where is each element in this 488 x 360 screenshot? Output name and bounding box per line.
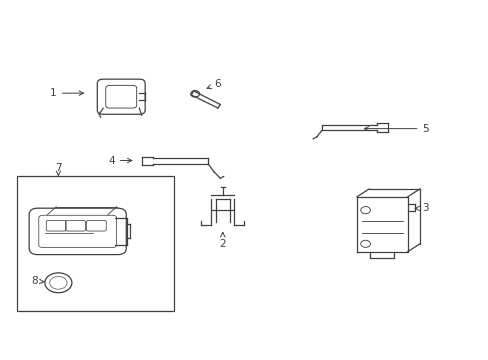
Bar [17,176,174,311]
Text: 6: 6 [206,79,221,89]
Text: 1: 1 [50,88,83,98]
Text: 8: 8 [31,276,44,286]
Text: 4: 4 [108,156,132,166]
Text: 3: 3 [414,203,428,213]
Text: 5: 5 [364,123,428,134]
Text: 2: 2 [219,233,225,249]
Text: 7: 7 [55,163,61,176]
